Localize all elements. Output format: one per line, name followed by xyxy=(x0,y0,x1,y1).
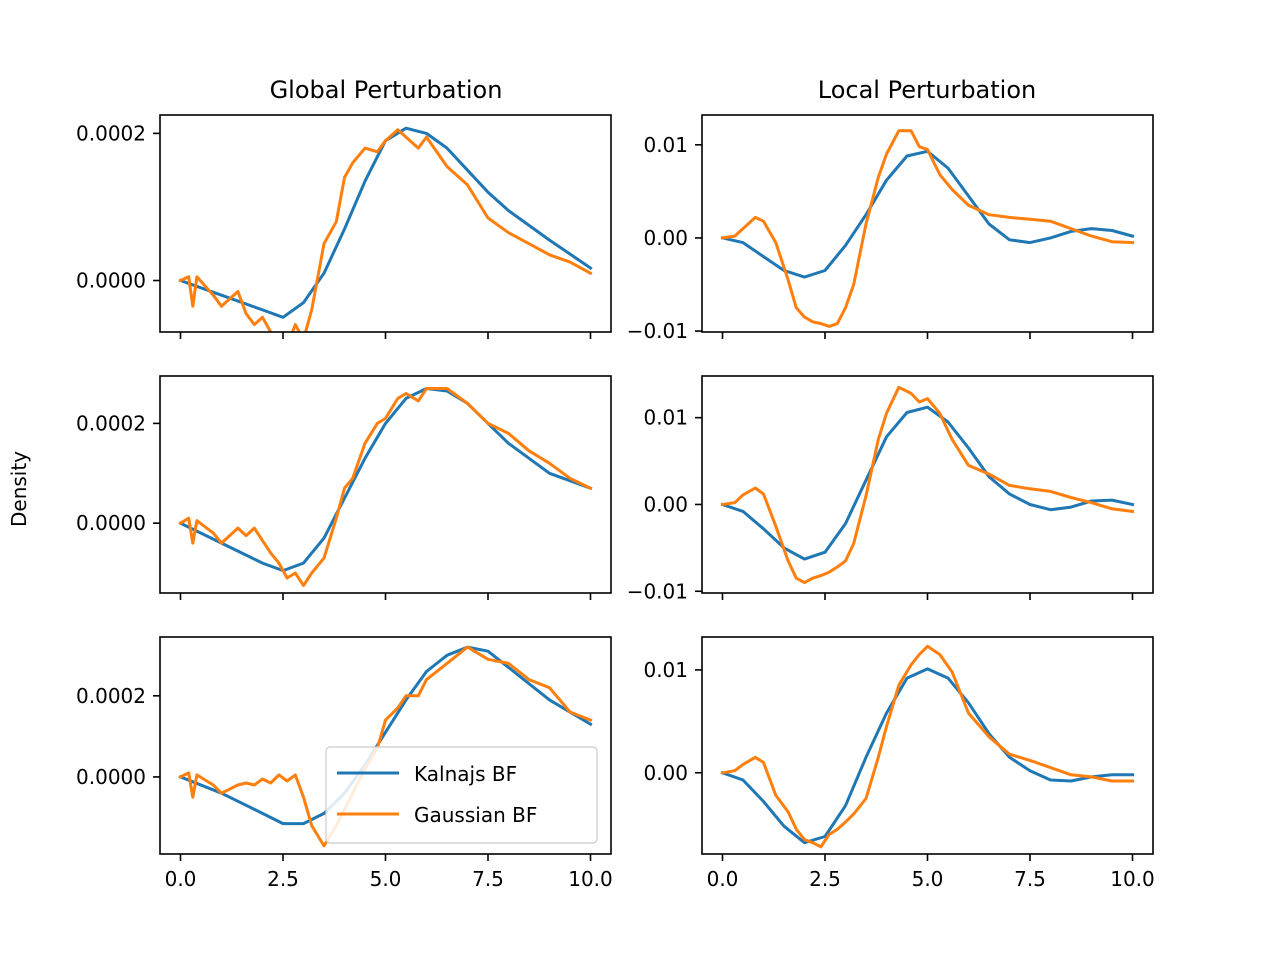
x-tick-label-row3-local: 5.0 xyxy=(912,867,944,891)
y-tick-label-row2-local: 0.00 xyxy=(643,492,688,516)
y-tick-label-row2-local: −0.01 xyxy=(627,579,688,603)
subplot-row3-global: 0.0 2.5 5.0 7.5 10.0 0.0000 0.0002 xyxy=(76,636,613,891)
x-tick-label-row3-global: 2.5 xyxy=(267,867,299,891)
x-tick-label-row3-local: 2.5 xyxy=(809,867,841,891)
y-tick-label-row3-local: 0.01 xyxy=(643,658,688,682)
subplot-row1-global: 0.0000 0.0002 xyxy=(76,114,612,339)
subplot-row1-local: −0.01 0.00 0.01 xyxy=(627,114,1154,343)
y-tick-label-row3-local: 0.00 xyxy=(643,761,688,785)
series-line-kalnajs-row3-global xyxy=(178,645,593,826)
x-tick-label-row3-global: 5.0 xyxy=(370,867,402,891)
y-tick-label-row1-global: 0.0002 xyxy=(76,121,146,145)
y-tick-label-row1-global: 0.0000 xyxy=(76,269,146,293)
y-tick-label-row1-local: −0.01 xyxy=(627,319,688,343)
series-line-gaussian-row2-global xyxy=(178,387,593,587)
series-line-gaussian-row2-local xyxy=(720,385,1135,585)
y-axis-label: Density xyxy=(7,451,31,527)
column-title-local: Local Perturbation xyxy=(818,76,1036,104)
legend: Kalnajs BF Gaussian BF xyxy=(325,746,598,844)
subplot-row2-global: 0.0000 0.0002 xyxy=(76,375,612,600)
series-line-kalnajs-row2-local xyxy=(720,405,1135,561)
x-tick-label-row3-global: 7.5 xyxy=(472,867,504,891)
legend-label-gaussian: Gaussian BF xyxy=(414,803,537,827)
x-tick-label-row3-local: 0.0 xyxy=(707,867,739,891)
series-line-gaussian-row3-local xyxy=(720,644,1134,849)
column-title-global: Global Perturbation xyxy=(270,76,503,104)
x-tick-label-row3-global: 0.0 xyxy=(165,867,197,891)
y-tick-label-row1-local: 0.00 xyxy=(643,226,688,250)
y-tick-label-row2-local: 0.01 xyxy=(643,406,688,430)
subplot-row2-local: −0.01 0.00 0.01 xyxy=(627,375,1154,603)
legend-frame xyxy=(325,746,598,844)
subplot-row3-local: 0.0 2.5 5.0 7.5 10.0 0.00 0.01 xyxy=(643,636,1155,891)
y-tick-label-row3-global: 0.0000 xyxy=(76,765,146,789)
subplots-grid: 0.0000 0.0002 −0.01 0.00 0.01 0.0000 0.0002 −0.… xyxy=(76,114,1155,891)
series-line-gaussian-row1-global xyxy=(178,128,593,332)
series-line-kalnajs-row2-global xyxy=(178,387,593,573)
y-tick-label-row2-global: 0.0000 xyxy=(76,511,146,535)
y-tick-label-row2-global: 0.0002 xyxy=(76,411,146,435)
y-tick-label-row3-global: 0.0002 xyxy=(76,684,146,708)
series-line-kalnajs-row3-local xyxy=(720,667,1134,845)
series-line-gaussian-row1-local xyxy=(720,129,1135,328)
x-tick-label-row3-global: 10.0 xyxy=(568,867,613,891)
y-tick-label-row1-local: 0.01 xyxy=(643,133,688,157)
x-tick-label-row3-local: 10.0 xyxy=(1110,867,1155,891)
x-tick-label-row3-local: 7.5 xyxy=(1014,867,1046,891)
legend-label-kalnajs: Kalnajs BF xyxy=(414,762,517,786)
